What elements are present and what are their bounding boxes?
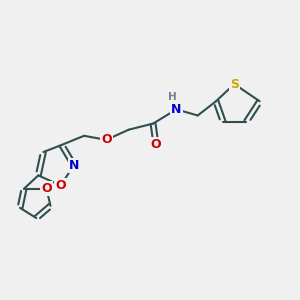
Text: O: O [41, 182, 52, 195]
Text: O: O [55, 179, 66, 192]
Text: N: N [69, 159, 79, 172]
Text: N: N [171, 103, 182, 116]
Text: H: H [168, 92, 177, 102]
Text: S: S [230, 77, 239, 91]
Text: O: O [151, 138, 161, 152]
Text: O: O [101, 133, 112, 146]
